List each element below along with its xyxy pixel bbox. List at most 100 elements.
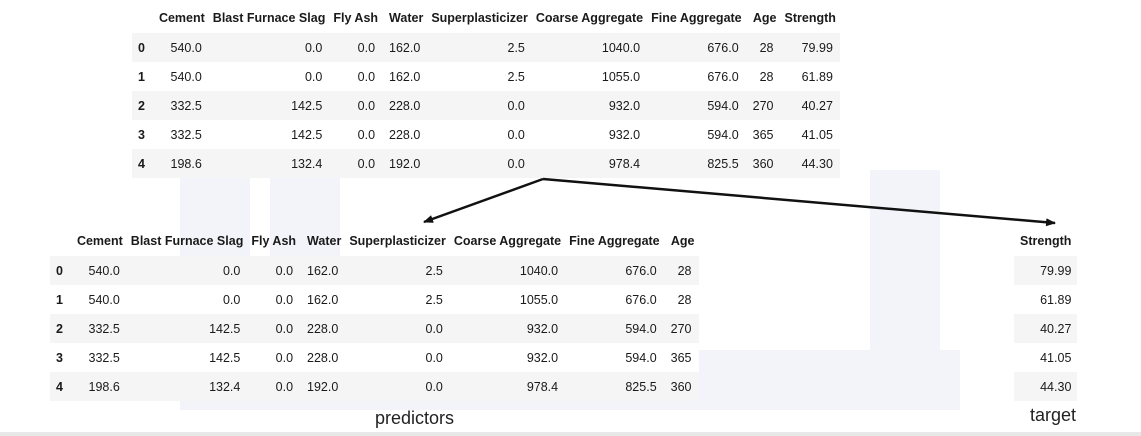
table-cell: 0.0 [275,321,294,336]
table-cell: 2.5 [425,292,443,307]
table-cell: 162.0 [389,69,421,84]
column-header: Water [389,11,424,25]
table-cell: 594.0 [707,98,739,113]
table-cell: 28 [677,263,692,278]
table-cell: 228.0 [307,321,339,336]
column-header: Fine Aggregate [651,11,742,25]
column-header: Cement [158,11,205,25]
table-cell: 978.4 [608,156,641,171]
table-cell: 540.0 [170,69,202,84]
table-cell: 0.0 [507,156,525,171]
table-cell: 594.0 [625,350,657,365]
table-cell: 676.0 [707,40,739,55]
column-header: Water [307,234,342,248]
table-cell: 932.0 [526,350,559,365]
table-cell: 0.0 [357,98,376,113]
table-cell: 198.6 [170,156,202,171]
row-index: 0 [138,40,145,55]
table-cell: 2.5 [425,263,443,278]
table-cell: 198.6 [88,379,120,394]
table-cell: 0.0 [304,40,323,55]
table-cell: 540.0 [88,263,120,278]
table-cell: 0.0 [425,379,443,394]
table-cell: 825.5 [707,156,739,171]
predictors-table: Cement Blast Furnace Slag Fly Ash Water … [50,226,699,401]
table-row: 3 332.5 142.5 0.0 228.0 0.0 932.0 594.0 … [132,120,840,149]
column-header: Coarse Aggregate [535,11,644,25]
index-header [50,226,73,256]
row-index: 3 [138,127,145,142]
arrow-to-target [542,177,1056,227]
table-row: 2 332.5 142.5 0.0 228.0 0.0 932.0 594.0 … [50,314,699,343]
column-header: Blast Furnace Slag [130,234,244,248]
table-cell: 540.0 [88,292,120,307]
table-cell: 1040.0 [601,40,641,55]
table-cell: 142.5 [209,350,241,365]
table-cell: 0.0 [275,350,294,365]
table-row: 4 198.6 132.4 0.0 192.0 0.0 978.4 825.5 … [50,372,699,401]
table-cell: 79.99 [1040,263,1072,278]
column-header: Fly Ash [251,234,297,248]
table-cell: 162.0 [389,40,421,55]
row-index: 2 [138,98,145,113]
column-header: Coarse Aggregate [453,234,562,248]
table-cell: 0.0 [507,127,525,142]
table-cell: 0.0 [357,40,376,55]
column-header: Strength [1020,234,1072,248]
table-cell: 540.0 [170,40,202,55]
column-header: Superplasticizer [349,234,446,248]
table-row: 40.27 [1014,314,1078,343]
table-cell: 332.5 [170,98,202,113]
table-cell: 0.0 [357,127,376,142]
table-cell: 594.0 [707,127,739,142]
table-cell: 0.0 [275,263,294,278]
table-cell: 28 [759,69,774,84]
table-row: 41.05 [1014,343,1078,372]
table-cell: 162.0 [307,263,339,278]
table-cell: 932.0 [608,127,641,142]
table-cell: 1055.0 [519,292,559,307]
table-cell: 0.0 [357,156,376,171]
column-header: Fly Ash [333,11,379,25]
table-cell: 79.99 [801,40,833,55]
row-index: 0 [56,263,63,278]
table-cell: 978.4 [526,379,559,394]
table-cell: 932.0 [526,321,559,336]
column-header: Superplasticizer [431,11,528,25]
table-row: 79.99 [1014,256,1078,285]
row-index: 4 [56,379,63,394]
table-cell: 270 [670,321,692,336]
table-cell: 192.0 [389,156,421,171]
row-index: 2 [56,321,63,336]
table-cell: 594.0 [625,321,657,336]
table-cell: 61.89 [801,69,833,84]
header-row: Cement Blast Furnace Slag Fly Ash Water … [50,226,699,256]
table-cell: 360 [752,156,774,171]
table-cell: 0.0 [222,263,241,278]
table-cell: 270 [752,98,774,113]
row-index: 4 [138,156,145,171]
table-cell: 228.0 [389,98,421,113]
table-cell: 0.0 [275,379,294,394]
table-cell: 40.27 [801,98,833,113]
table-row: 2 332.5 142.5 0.0 228.0 0.0 932.0 594.0 … [132,91,840,120]
column-header: Fine Aggregate [569,234,660,248]
table-cell: 676.0 [625,263,657,278]
table-cell: 28 [677,292,692,307]
row-index: 3 [56,350,63,365]
table-row: 3 332.5 142.5 0.0 228.0 0.0 932.0 594.0 … [50,343,699,372]
table-cell: 0.0 [425,321,443,336]
table-cell: 2.5 [507,40,525,55]
column-header: Cement [76,234,123,248]
predictors-caption: predictors [375,408,455,428]
table-cell: 360 [670,379,692,394]
table-cell: 41.05 [801,127,833,142]
table-cell: 142.5 [291,98,323,113]
target-table: Strength 79.99 61.89 40.27 41.05 44.30 [1014,226,1078,401]
table-cell: 2.5 [507,69,525,84]
table-cell: 1040.0 [519,263,559,278]
table-cell: 0.0 [507,98,525,113]
table-cell: 332.5 [88,321,120,336]
table-cell: 825.5 [625,379,657,394]
table-cell: 40.27 [1040,321,1072,336]
